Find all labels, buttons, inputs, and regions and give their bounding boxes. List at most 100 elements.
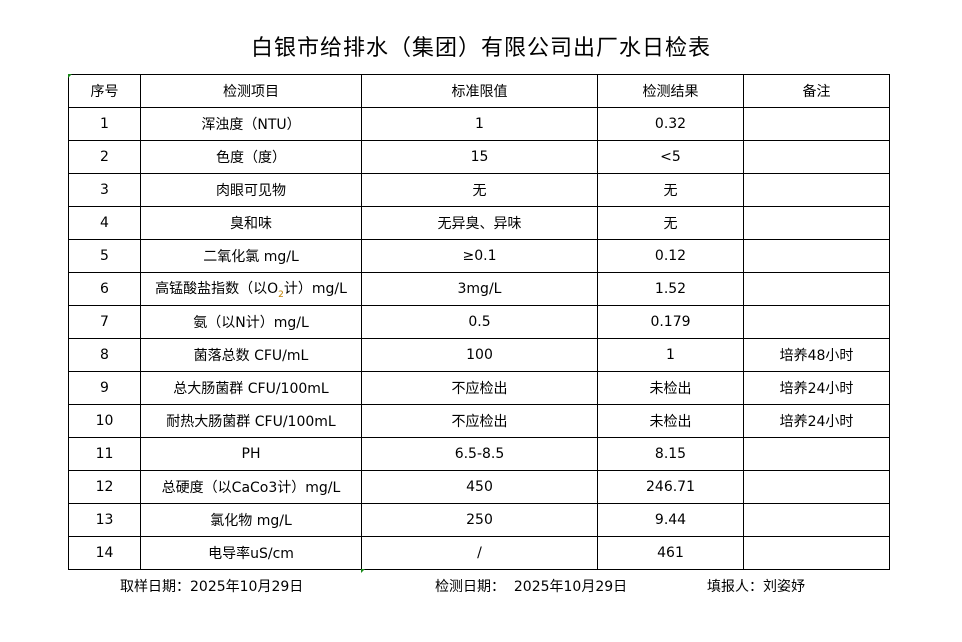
- row-no: 7: [68, 305, 141, 339]
- row-result: 246.71: [597, 470, 744, 504]
- table-row: 14 电导率uS/cm/461: [68, 536, 890, 570]
- row-limit: ≥0.1: [361, 239, 598, 273]
- row-note: [743, 470, 890, 504]
- row-result: 0.32: [597, 107, 744, 141]
- row-note: 培养48小时: [743, 338, 890, 372]
- row-no: 11: [68, 437, 141, 471]
- table-row: 4 臭和味 无异臭、异味无: [68, 206, 890, 240]
- row-no: 5: [68, 239, 141, 273]
- row-item: 色度（度）: [140, 140, 362, 174]
- row-result: 未检出: [597, 404, 744, 438]
- row-item: 浑浊度（NTU）: [140, 107, 362, 141]
- row-limit: 450: [361, 470, 598, 504]
- row-item: 耐热大肠菌群 CFU/100mL: [140, 404, 362, 438]
- reporter: 填报人：刘姿妤: [707, 579, 805, 595]
- row-result: 0.179: [597, 305, 744, 339]
- header-note: 备注: [743, 74, 890, 108]
- row-no: 10: [68, 404, 141, 438]
- row-limit: /: [361, 536, 598, 570]
- row-note: [743, 173, 890, 207]
- table-row: 2 色度（度） 15 <5: [68, 140, 890, 174]
- row-item: 总硬度（以CaCo3计）mg/L: [140, 470, 362, 504]
- row-item: 氨（以N计）mg/L: [140, 305, 362, 339]
- row-note: [743, 140, 890, 174]
- row-item: 二氧化氯 mg/L: [140, 239, 362, 273]
- table-row: 10 耐热大肠菌群 CFU/100mL 不应检出 未检出 培养24小时: [68, 404, 890, 438]
- row-limit: 不应检出: [361, 404, 598, 438]
- row-limit: 0.5: [361, 305, 598, 339]
- row-limit: 无异臭、异味: [361, 206, 598, 240]
- row-item: 氯化物 mg/L: [140, 503, 362, 537]
- row-note: [743, 206, 890, 240]
- table-row: 9 总大肠菌群 CFU/100mL 不应检出 未检出 培养24小时: [68, 371, 890, 405]
- row-result: 0.12: [597, 239, 744, 273]
- row-item: 总大肠菌群 CFU/100mL: [140, 371, 362, 405]
- table-row: 12 总硬度（以CaCo3计）mg/L 450 246.71: [68, 470, 890, 504]
- row-item: PH: [140, 437, 362, 471]
- row-note: [743, 107, 890, 141]
- test-date: 检测日期： 2025年10月29日: [435, 579, 628, 595]
- cell-comment-marker: [361, 569, 365, 573]
- row-no: 2: [68, 140, 141, 174]
- row-no: 1: [68, 107, 141, 141]
- row-limit: 15: [361, 140, 598, 174]
- table-row: 5 二氧化氯 mg/L ≥0.1 0.12: [68, 239, 890, 273]
- row-no: 13: [68, 503, 141, 537]
- table-row: 8 菌落总数 CFU/mL 100 1 培养48小时: [68, 338, 890, 372]
- row-limit: 6.5-8.5: [361, 437, 598, 471]
- row-limit: 1: [361, 107, 598, 141]
- row-result: 1: [597, 338, 744, 372]
- page-title: 白银市给排水（集团）有限公司出厂水日检表: [250, 36, 711, 61]
- row-no: 8: [68, 338, 141, 372]
- row-item-part: 2: [278, 289, 284, 300]
- sampling-date: 取样日期：2025年10月29日: [120, 579, 304, 595]
- row-no: 4: [68, 206, 141, 240]
- row-result: 无: [597, 206, 744, 240]
- header-result: 检测结果: [597, 74, 744, 108]
- row-limit: 无: [361, 173, 598, 207]
- row-no: 6: [68, 272, 141, 306]
- row-note: [743, 503, 890, 537]
- row-result: 9.44: [597, 503, 744, 537]
- inspection-table: 序号 检测项目 标准限值 检测结果 备注 1 浑浊度（NTU） 1 0.32 2 色度（度…: [68, 74, 890, 570]
- row-item: 高锰酸盐指数（以O2计）mg/L: [140, 272, 362, 306]
- row-result: 461: [597, 536, 744, 570]
- row-limit: 3mg/L: [361, 272, 598, 306]
- row-result: 8.15: [597, 437, 744, 471]
- header-no: 序号: [68, 74, 141, 108]
- table-row: 7 氨（以N计）mg/L 0.5 0.179: [68, 305, 890, 339]
- row-no: 3: [68, 173, 141, 207]
- row-item: 电导率uS/cm: [140, 536, 362, 570]
- row-note: 培养24小时: [743, 404, 890, 438]
- row-note: [743, 305, 890, 339]
- row-item-part: 计）mg/L: [283, 281, 347, 298]
- header-row: 序号 检测项目 标准限值 检测结果 备注: [68, 74, 890, 108]
- row-item: 臭和味: [140, 206, 362, 240]
- row-limit: 不应检出: [361, 371, 598, 405]
- row-note: 培养24小时: [743, 371, 890, 405]
- table-row: 13 氯化物 mg/L 250 9.44: [68, 503, 890, 537]
- row-note: [743, 272, 890, 306]
- table-row: 3 肉眼可见物无无: [68, 173, 890, 207]
- table-row: 11 PH 6.5-8.5 8.15: [68, 437, 890, 471]
- row-item-part: 高锰酸盐指数（以O: [155, 281, 279, 298]
- row-result: 1.52: [597, 272, 744, 306]
- row-no: 12: [68, 470, 141, 504]
- row-no: 14: [68, 536, 141, 570]
- header-limit: 标准限值: [361, 74, 598, 108]
- row-limit: 250: [361, 503, 598, 537]
- row-note: [743, 437, 890, 471]
- row-note: [743, 536, 890, 570]
- row-item: 肉眼可见物: [140, 173, 362, 207]
- row-result: <5: [597, 140, 744, 174]
- row-no: 9: [68, 371, 141, 405]
- row-result: 无: [597, 173, 744, 207]
- row-note: [743, 239, 890, 273]
- row-item: 菌落总数 CFU/mL: [140, 338, 362, 372]
- header-item: 检测项目: [140, 74, 362, 108]
- row-limit: 100: [361, 338, 598, 372]
- cell-comment-marker: [68, 74, 72, 78]
- row-result: 未检出: [597, 371, 744, 405]
- table-row: 1 浑浊度（NTU） 1 0.32: [68, 107, 890, 141]
- table-row: 6 高锰酸盐指数（以O2计）mg/L 3mg/L 1.52: [68, 272, 890, 306]
